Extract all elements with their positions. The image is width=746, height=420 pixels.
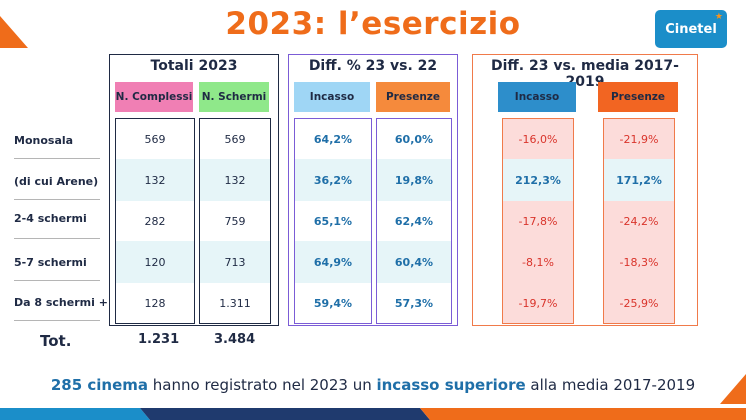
table-cell: 64,9% bbox=[295, 241, 371, 283]
group-totali bbox=[109, 54, 279, 326]
table-cell: 171,2% bbox=[604, 159, 674, 201]
table-cell: 60,4% bbox=[377, 241, 451, 283]
table-cell: -16,0% bbox=[503, 119, 573, 159]
table-cell: 132 bbox=[200, 159, 270, 201]
table-cell: 120 bbox=[116, 241, 194, 283]
row-label-monosala: Monosala bbox=[14, 134, 74, 147]
table-cell: -18,3% bbox=[604, 241, 674, 283]
column-diff-incasso: 64,2% 36,2% 65,1% 64,9% 59,4% bbox=[294, 118, 372, 324]
header-incasso: Incasso bbox=[294, 82, 370, 112]
star-icon: ★ bbox=[714, 12, 723, 22]
total-schermi: 3.484 bbox=[214, 332, 256, 347]
table-cell: -8,1% bbox=[503, 241, 573, 283]
header-presenze: Presenze bbox=[376, 82, 450, 112]
page-title: 2023: l’esercizio bbox=[225, 6, 521, 42]
logo-text: Cinetel bbox=[665, 21, 717, 37]
table-cell: 569 bbox=[224, 132, 246, 146]
table-cell: 65,1% bbox=[313, 214, 353, 228]
table-cell: 128 bbox=[144, 296, 166, 310]
table-cell: 212,3% bbox=[503, 159, 573, 201]
table-cell: 282 bbox=[144, 214, 166, 228]
header-media-presenze: Presenze bbox=[598, 82, 678, 112]
footer-text-end: alla media 2017-2019 bbox=[525, 376, 696, 394]
table-cell: -21,9% bbox=[604, 119, 674, 159]
table-cell: 132 bbox=[116, 159, 194, 201]
footer-text: hanno registrato nel 2023 un bbox=[148, 376, 377, 394]
divider bbox=[14, 320, 100, 321]
group-diff-media bbox=[472, 54, 698, 326]
footer-note: 285 cinema hanno registrato nel 2023 un … bbox=[0, 376, 746, 394]
divider bbox=[14, 238, 100, 239]
table-cell: 713 bbox=[200, 241, 270, 283]
table-cell: 60,0% bbox=[394, 132, 434, 146]
row-label-8plus: Da 8 schermi + bbox=[14, 296, 108, 309]
header-n-schermi: N. Schermi bbox=[199, 82, 269, 112]
group-title-totali: Totali 2023 bbox=[150, 58, 238, 74]
table-cell: 62,4% bbox=[394, 214, 434, 228]
table-cell: 19,8% bbox=[377, 159, 451, 201]
footer-highlight-incasso: incasso superiore bbox=[376, 376, 526, 394]
column-diff-presenze: 60,0% 19,8% 62,4% 60,4% 57,3% bbox=[376, 118, 452, 324]
group-diff-23-22 bbox=[288, 54, 458, 326]
totals-label: Tot. bbox=[40, 332, 72, 350]
row-label-arene: (di cui Arene) bbox=[14, 175, 99, 188]
column-n-schermi: 569 132 759 713 1.311 bbox=[199, 118, 271, 324]
table-cell: -24,2% bbox=[604, 201, 674, 241]
table-cell: 59,4% bbox=[313, 296, 353, 310]
cinetel-logo: Cinetel ★ bbox=[655, 10, 727, 48]
row-label-2-4: 2-4 schermi bbox=[14, 212, 87, 225]
column-media-incasso: -16,0% 212,3% -17,8% -8,1% -19,7% bbox=[502, 118, 574, 324]
group-title-diff: Diff. % 23 vs. 22 bbox=[308, 58, 438, 74]
header-n-complessi: N. Complessi bbox=[115, 82, 193, 112]
header-media-incasso: Incasso bbox=[498, 82, 576, 112]
divider bbox=[14, 280, 100, 281]
divider bbox=[14, 158, 100, 159]
table-cell: 57,3% bbox=[394, 296, 434, 310]
divider bbox=[14, 199, 100, 200]
table-cell: -19,7% bbox=[503, 283, 573, 323]
table-cell: 759 bbox=[224, 214, 246, 228]
table-cell: 36,2% bbox=[295, 159, 371, 201]
column-n-complessi: 569 132 282 120 128 bbox=[115, 118, 195, 324]
footer-highlight-cinema: 285 cinema bbox=[50, 376, 149, 394]
table-cell: -25,9% bbox=[604, 283, 674, 323]
total-complessi: 1.231 bbox=[138, 332, 180, 347]
table-cell: -17,8% bbox=[503, 201, 573, 241]
row-label-5-7: 5-7 schermi bbox=[14, 256, 87, 269]
table-cell: 64,2% bbox=[313, 132, 353, 146]
table-cell: 569 bbox=[144, 132, 166, 146]
table-cell: 1.311 bbox=[219, 296, 251, 310]
column-media-presenze: -21,9% 171,2% -24,2% -18,3% -25,9% bbox=[603, 118, 675, 324]
